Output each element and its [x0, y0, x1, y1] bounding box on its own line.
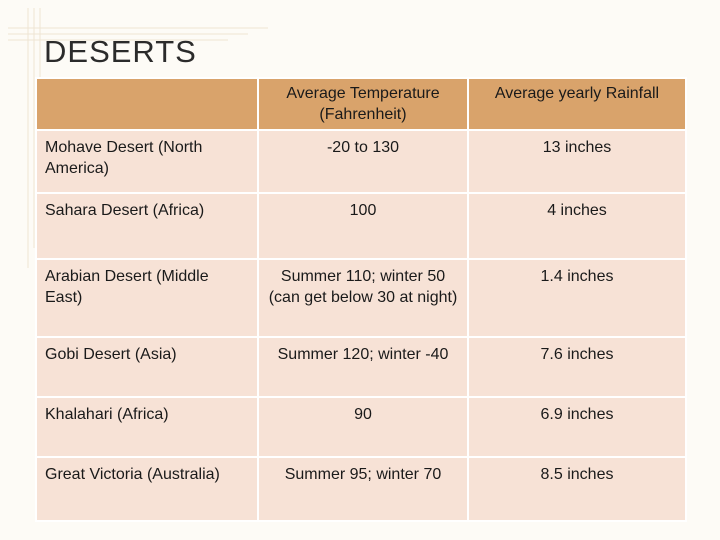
desert-temperature: -20 to 130 [257, 129, 469, 194]
table-row: Great Victoria (Australia) Summer 95; wi… [35, 456, 687, 522]
desert-name: Arabian Desert (Middle East) [35, 258, 259, 338]
desert-rainfall: 4 inches [467, 192, 687, 260]
desert-temperature: Summer 120; winter -40 [257, 336, 469, 398]
header-rainfall: Average yearly Rainfall [467, 77, 687, 131]
desert-rainfall: 13 inches [467, 129, 687, 194]
header-desert [35, 77, 259, 131]
table-header-row: Average Temperature (Fahrenheit) Average… [35, 77, 687, 131]
desert-name: Sahara Desert (Africa) [35, 192, 259, 260]
desert-temperature: Summer 110; winter 50 (can get below 30 … [257, 258, 469, 338]
desert-rainfall: 7.6 inches [467, 336, 687, 398]
desert-temperature: 100 [257, 192, 469, 260]
table-row: Mohave Desert (North America) -20 to 130… [35, 129, 687, 194]
table-row: Sahara Desert (Africa) 100 4 inches [35, 192, 687, 260]
table-row: Khalahari (Africa) 90 6.9 inches [35, 396, 687, 458]
desert-temperature: 90 [257, 396, 469, 458]
header-temperature: Average Temperature (Fahrenheit) [257, 77, 469, 131]
slide-title: DESERTS [44, 34, 197, 69]
desert-name: Gobi Desert (Asia) [35, 336, 259, 398]
desert-name: Khalahari (Africa) [35, 396, 259, 458]
desert-name: Mohave Desert (North America) [35, 129, 259, 194]
table-row: Arabian Desert (Middle East) Summer 110;… [35, 258, 687, 338]
deserts-table: Average Temperature (Fahrenheit) Average… [35, 77, 687, 522]
desert-rainfall: 6.9 inches [467, 396, 687, 458]
desert-rainfall: 8.5 inches [467, 456, 687, 522]
desert-temperature: Summer 95; winter 70 [257, 456, 469, 522]
desert-name: Great Victoria (Australia) [35, 456, 259, 522]
table-row: Gobi Desert (Asia) Summer 120; winter -4… [35, 336, 687, 398]
desert-rainfall: 1.4 inches [467, 258, 687, 338]
